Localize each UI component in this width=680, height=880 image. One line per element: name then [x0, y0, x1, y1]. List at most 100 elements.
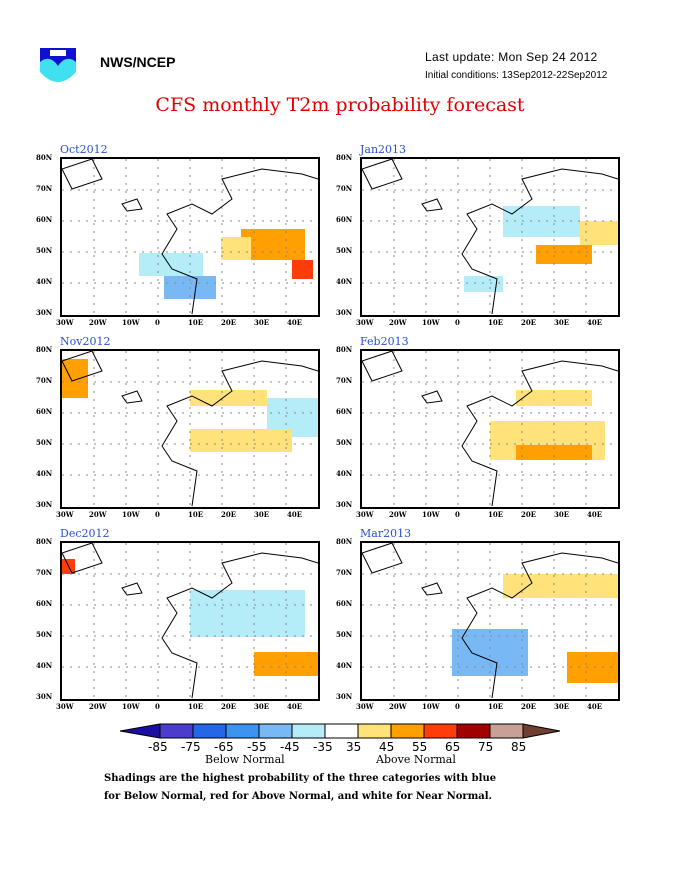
- probability-shading: [579, 221, 618, 245]
- probability-shading: [190, 390, 267, 406]
- lat-tick: 60N: [36, 407, 53, 416]
- lon-tick: 10E: [188, 702, 204, 711]
- lon-tick: 30W: [356, 702, 374, 711]
- europe-map: [360, 541, 620, 701]
- europe-map: [60, 349, 320, 509]
- forecast-panel: Oct2012 80N 70N 60N 50N 40N 30N 30W 20W 10W 0 10E 20…: [20, 143, 320, 328]
- lon-tick: 20E: [521, 702, 537, 711]
- lat-tick: 60N: [336, 215, 353, 224]
- lon-tick: 10W: [122, 702, 140, 711]
- lon-tick: 10W: [122, 318, 140, 327]
- lon-tick: 40E: [287, 510, 303, 519]
- lat-tick: 40N: [36, 661, 53, 670]
- lat-tick: 60N: [36, 599, 53, 608]
- probability-shading: [190, 429, 293, 453]
- lat-tick: 30N: [336, 308, 353, 317]
- color-legend: [120, 723, 560, 739]
- lon-tick: 0: [155, 318, 160, 327]
- lon-tick: 30W: [56, 702, 74, 711]
- legend-tick: 65: [445, 740, 461, 754]
- legend-tick: -35: [313, 740, 333, 754]
- coastlines: [62, 543, 318, 699]
- lon-tick: 30E: [254, 702, 270, 711]
- lat-tick: 80N: [36, 537, 53, 546]
- lat-tick: 70N: [336, 568, 353, 577]
- noaa-logo-icon: [40, 48, 76, 82]
- panel-month-label: Mar2013: [360, 527, 412, 540]
- lon-tick: 30W: [56, 318, 74, 327]
- org-name: NWS/NCEP: [100, 54, 176, 70]
- lon-tick: 10W: [422, 510, 440, 519]
- forecast-panel: Jan2013 80N 70N 60N 50N 40N 30N 30W 20W 10W 0 10E 20…: [320, 143, 620, 328]
- lon-tick: 20W: [389, 510, 407, 519]
- lon-tick: 0: [155, 702, 160, 711]
- lon-tick: 20W: [89, 318, 107, 327]
- page-title: CFS monthly T2m probability forecast: [155, 94, 525, 116]
- forecast-panel: Mar2013 80N 70N 60N 50N 40N 30N 30W 20W 10W 0 10E 20…: [320, 527, 620, 712]
- lat-tick: 80N: [36, 153, 53, 162]
- above-normal-label: Above Normal: [376, 753, 456, 766]
- probability-shading: [566, 652, 618, 684]
- lat-tick: 50N: [36, 438, 53, 447]
- lon-tick: 10W: [122, 510, 140, 519]
- probability-shading: [515, 444, 593, 461]
- lon-tick: 30E: [554, 510, 570, 519]
- cbar-arrow-right: [522, 723, 560, 739]
- europe-map: [60, 157, 320, 317]
- forecast-panel: Nov2012 80N 70N 60N 50N 40N 30N 30W 20W 10W 0 10E 20…: [20, 335, 320, 520]
- probability-shading: [451, 628, 529, 676]
- legend-tick: 45: [379, 740, 395, 754]
- legend-tick: 75: [478, 740, 494, 754]
- lat-tick: 70N: [336, 376, 353, 385]
- cbar-segment: [390, 723, 425, 739]
- lon-tick: 20W: [89, 510, 107, 519]
- forecast-panel: Dec2012 80N 70N 60N 50N 40N 30N 30W 20W 10W 0 10E 20…: [20, 527, 320, 712]
- probability-shading: [220, 237, 252, 261]
- panel-month-label: Dec2012: [60, 527, 110, 540]
- footnote-line-1: Shadings are the highest probability of …: [104, 773, 497, 784]
- lon-tick: 0: [455, 510, 460, 519]
- lat-tick: 60N: [336, 407, 353, 416]
- lon-tick: 10W: [422, 318, 440, 327]
- lat-tick: 40N: [336, 661, 353, 670]
- legend-tick: -85: [148, 740, 168, 754]
- lon-tick: 0: [455, 318, 460, 327]
- legend-tick: -45: [280, 740, 300, 754]
- europe-map: [60, 541, 320, 701]
- lat-tick: 50N: [36, 246, 53, 255]
- lat-tick: 50N: [336, 630, 353, 639]
- panel-month-label: Oct2012: [60, 143, 108, 156]
- lat-tick: 30N: [336, 692, 353, 701]
- lon-tick: 20E: [521, 510, 537, 519]
- lon-tick: 40E: [587, 510, 603, 519]
- lon-tick: 10E: [188, 510, 204, 519]
- lon-tick: 30W: [356, 510, 374, 519]
- lat-tick: 70N: [36, 376, 53, 385]
- lon-tick: 30W: [356, 318, 374, 327]
- legend-tick: -75: [181, 740, 201, 754]
- lon-tick: 40E: [287, 702, 303, 711]
- lon-tick: 10E: [488, 702, 504, 711]
- lat-tick: 40N: [36, 469, 53, 478]
- lat-tick: 50N: [336, 246, 353, 255]
- legend-tick: -65: [214, 740, 234, 754]
- probability-shading: [536, 244, 593, 264]
- probability-shading: [292, 260, 313, 280]
- coastlines: [362, 159, 618, 315]
- lon-tick: 30W: [56, 510, 74, 519]
- lon-tick: 40E: [587, 702, 603, 711]
- cbar-segment: [159, 723, 194, 739]
- cbar-segment: [291, 723, 326, 739]
- probability-shading: [464, 276, 503, 292]
- lon-tick: 20E: [221, 702, 237, 711]
- forecast-panel: Feb2013 80N 70N 60N 50N 40N 30N 30W 20W 10W 0 10E 20…: [320, 335, 620, 520]
- lon-tick: 30E: [554, 702, 570, 711]
- lon-tick: 40E: [587, 318, 603, 327]
- legend-tick: -55: [247, 740, 267, 754]
- legend-tick: 85: [511, 740, 527, 754]
- cbar-segment: [357, 723, 392, 739]
- lat-tick: 40N: [336, 469, 353, 478]
- probability-shading: [62, 358, 88, 398]
- lon-tick: 10E: [488, 510, 504, 519]
- lat-tick: 40N: [336, 277, 353, 286]
